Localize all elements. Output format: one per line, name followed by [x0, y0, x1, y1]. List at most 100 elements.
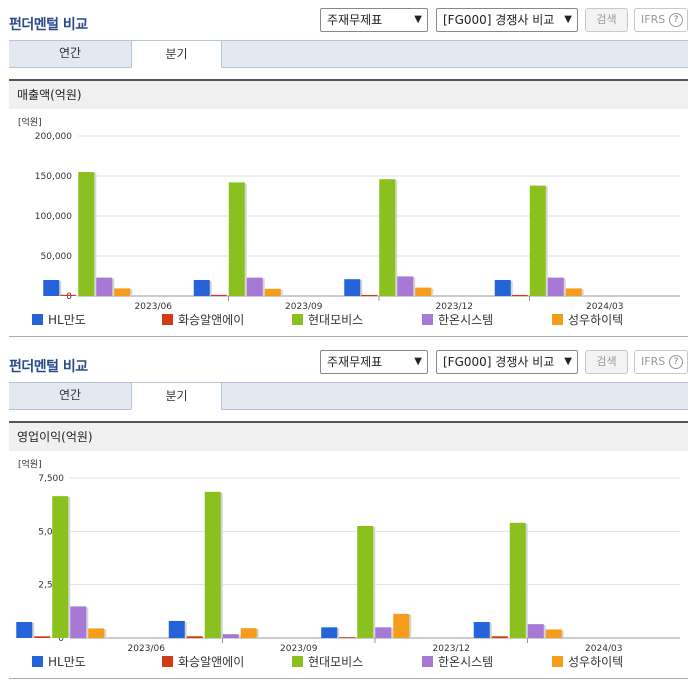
search-button[interactable]: 검색	[585, 8, 628, 32]
bar	[210, 294, 227, 296]
y-tick-label: 2,500	[38, 581, 64, 591]
bar	[264, 288, 281, 296]
legend-swatch	[162, 656, 173, 667]
bar	[511, 294, 528, 296]
legend-label: 한온시스템	[438, 313, 494, 327]
legend-item: 한온시스템	[422, 312, 493, 328]
help-icon[interactable]: ?	[669, 355, 683, 369]
bar	[321, 627, 338, 638]
y-tick-label: 0	[58, 634, 64, 644]
bar	[344, 279, 361, 296]
bar	[168, 620, 185, 638]
bar	[545, 629, 562, 638]
legend-item: 화승알앤에이	[162, 312, 244, 328]
bar	[228, 182, 245, 296]
bar	[565, 288, 582, 296]
statement-select[interactable]: 주재무제표 ▼	[320, 350, 428, 374]
legend-label: HL만도	[48, 313, 86, 327]
bar	[204, 491, 221, 638]
statement-select-value: 주재무제표	[327, 13, 383, 27]
ifrs-label: IFRS	[641, 355, 666, 368]
legend-item: 한온시스템	[422, 654, 493, 670]
bar	[361, 294, 378, 296]
bar	[527, 624, 544, 638]
divider	[9, 678, 688, 679]
panel-title: 펀더멘털 비교	[9, 17, 88, 33]
x-tick-label: 2024/03	[586, 302, 623, 310]
chevron-down-icon: ▼	[414, 14, 422, 25]
x-tick-label: 2023/12	[436, 302, 473, 310]
legend-swatch	[292, 656, 303, 667]
bar	[415, 287, 432, 296]
bar	[379, 179, 396, 296]
tab-quarterly[interactable]: 분기	[131, 382, 222, 410]
bar	[88, 628, 105, 638]
bar	[357, 526, 374, 638]
bar	[494, 280, 511, 296]
unit-label: [억원]	[18, 116, 42, 128]
y-tick-label: 150,000	[35, 172, 72, 182]
statement-select-value: 주재무제표	[327, 355, 383, 369]
legend-swatch	[32, 314, 43, 325]
tab-annual[interactable]: 연간	[58, 388, 82, 402]
y-tick-label: 100,000	[35, 212, 72, 222]
legend-item: 성우하이텍	[552, 654, 623, 670]
y-tick-label: 7,500	[38, 474, 64, 484]
peer-group-select-value: [FG000] 경쟁사 비교	[443, 13, 555, 27]
ifrs-button[interactable]: IFRS?	[634, 350, 688, 374]
x-tick-label: 2023/09	[285, 302, 323, 310]
period-tabs: 연간 분기	[9, 40, 688, 68]
chart-legend: HL만도 화승알앤에이 현대모비스 한온시스템 성우하이텍	[0, 312, 696, 332]
tab-annual[interactable]: 연간	[58, 46, 82, 60]
bar	[43, 280, 60, 296]
legend-label: 화승알앤에이	[178, 313, 245, 327]
legend-item: 현대모비스	[292, 312, 363, 328]
peer-group-select-value: [FG000] 경쟁사 비교	[443, 355, 555, 369]
fundamental-panel-operating-profit: 펀더멘털 비교 주재무제표 ▼ [FG000] 경쟁사 비교 ▼ 검색 IFRS? …	[0, 342, 696, 684]
bar	[114, 288, 131, 296]
legend-swatch	[422, 314, 433, 325]
bar	[186, 636, 203, 638]
legend-item: HL만도	[32, 654, 86, 670]
help-icon[interactable]: ?	[669, 13, 683, 27]
y-tick-label: 5,000	[38, 527, 64, 537]
panel-title: 펀더멘털 비교	[9, 359, 88, 375]
chevron-down-icon: ▼	[414, 356, 422, 367]
peer-group-select[interactable]: [FG000] 경쟁사 비교 ▼	[436, 350, 578, 374]
search-button[interactable]: 검색	[585, 350, 628, 374]
bar	[96, 277, 113, 296]
bar	[16, 622, 33, 638]
section-title: 영업이익(억원)	[9, 421, 688, 451]
legend-swatch	[162, 314, 173, 325]
bar	[397, 276, 414, 296]
x-tick-label: 2023/09	[280, 644, 318, 652]
bar	[240, 628, 257, 638]
chevron-down-icon: ▼	[564, 14, 572, 25]
operating-profit-bar-chart: [억원] 7,500 5,000 2,500 0 2023/06 2023/09 2023/1…	[16, 458, 680, 652]
chart-legend: HL만도 화승알앤에이 현대모비스 한온시스템 성우하이텍	[0, 654, 696, 674]
chevron-down-icon: ▼	[564, 356, 572, 367]
legend-label: 현대모비스	[308, 313, 364, 327]
period-tabs: 연간 분기	[9, 382, 688, 410]
legend-label: HL만도	[48, 655, 86, 669]
ifrs-button[interactable]: IFRS?	[634, 8, 688, 32]
peer-group-select[interactable]: [FG000] 경쟁사 비교 ▼	[436, 8, 578, 32]
bar	[70, 606, 87, 638]
bar	[52, 496, 69, 638]
legend-swatch	[422, 656, 433, 667]
legend-item: 성우하이텍	[552, 312, 623, 328]
legend-label: 성우하이텍	[568, 655, 624, 669]
bar	[547, 277, 564, 296]
bar	[78, 172, 95, 296]
panel-header: 펀더멘털 비교 주재무제표 ▼ [FG000] 경쟁사 비교 ▼ 검색 IFRS?	[0, 342, 696, 382]
x-tick-label: 2024/03	[585, 644, 622, 652]
x-tick-label: 2023/12	[433, 644, 470, 652]
y-tick-label: 0	[66, 292, 72, 302]
tab-quarterly[interactable]: 분기	[131, 40, 222, 68]
panel-header: 펀더멘털 비교 주재무제표 ▼ [FG000] 경쟁사 비교 ▼ 검색 IFRS?	[0, 0, 696, 40]
y-tick-label: 200,000	[35, 132, 72, 142]
statement-select[interactable]: 주재무제표 ▼	[320, 8, 428, 32]
x-tick-label: 2023/06	[128, 644, 166, 652]
bar	[60, 294, 77, 296]
unit-label: [억원]	[18, 458, 42, 470]
